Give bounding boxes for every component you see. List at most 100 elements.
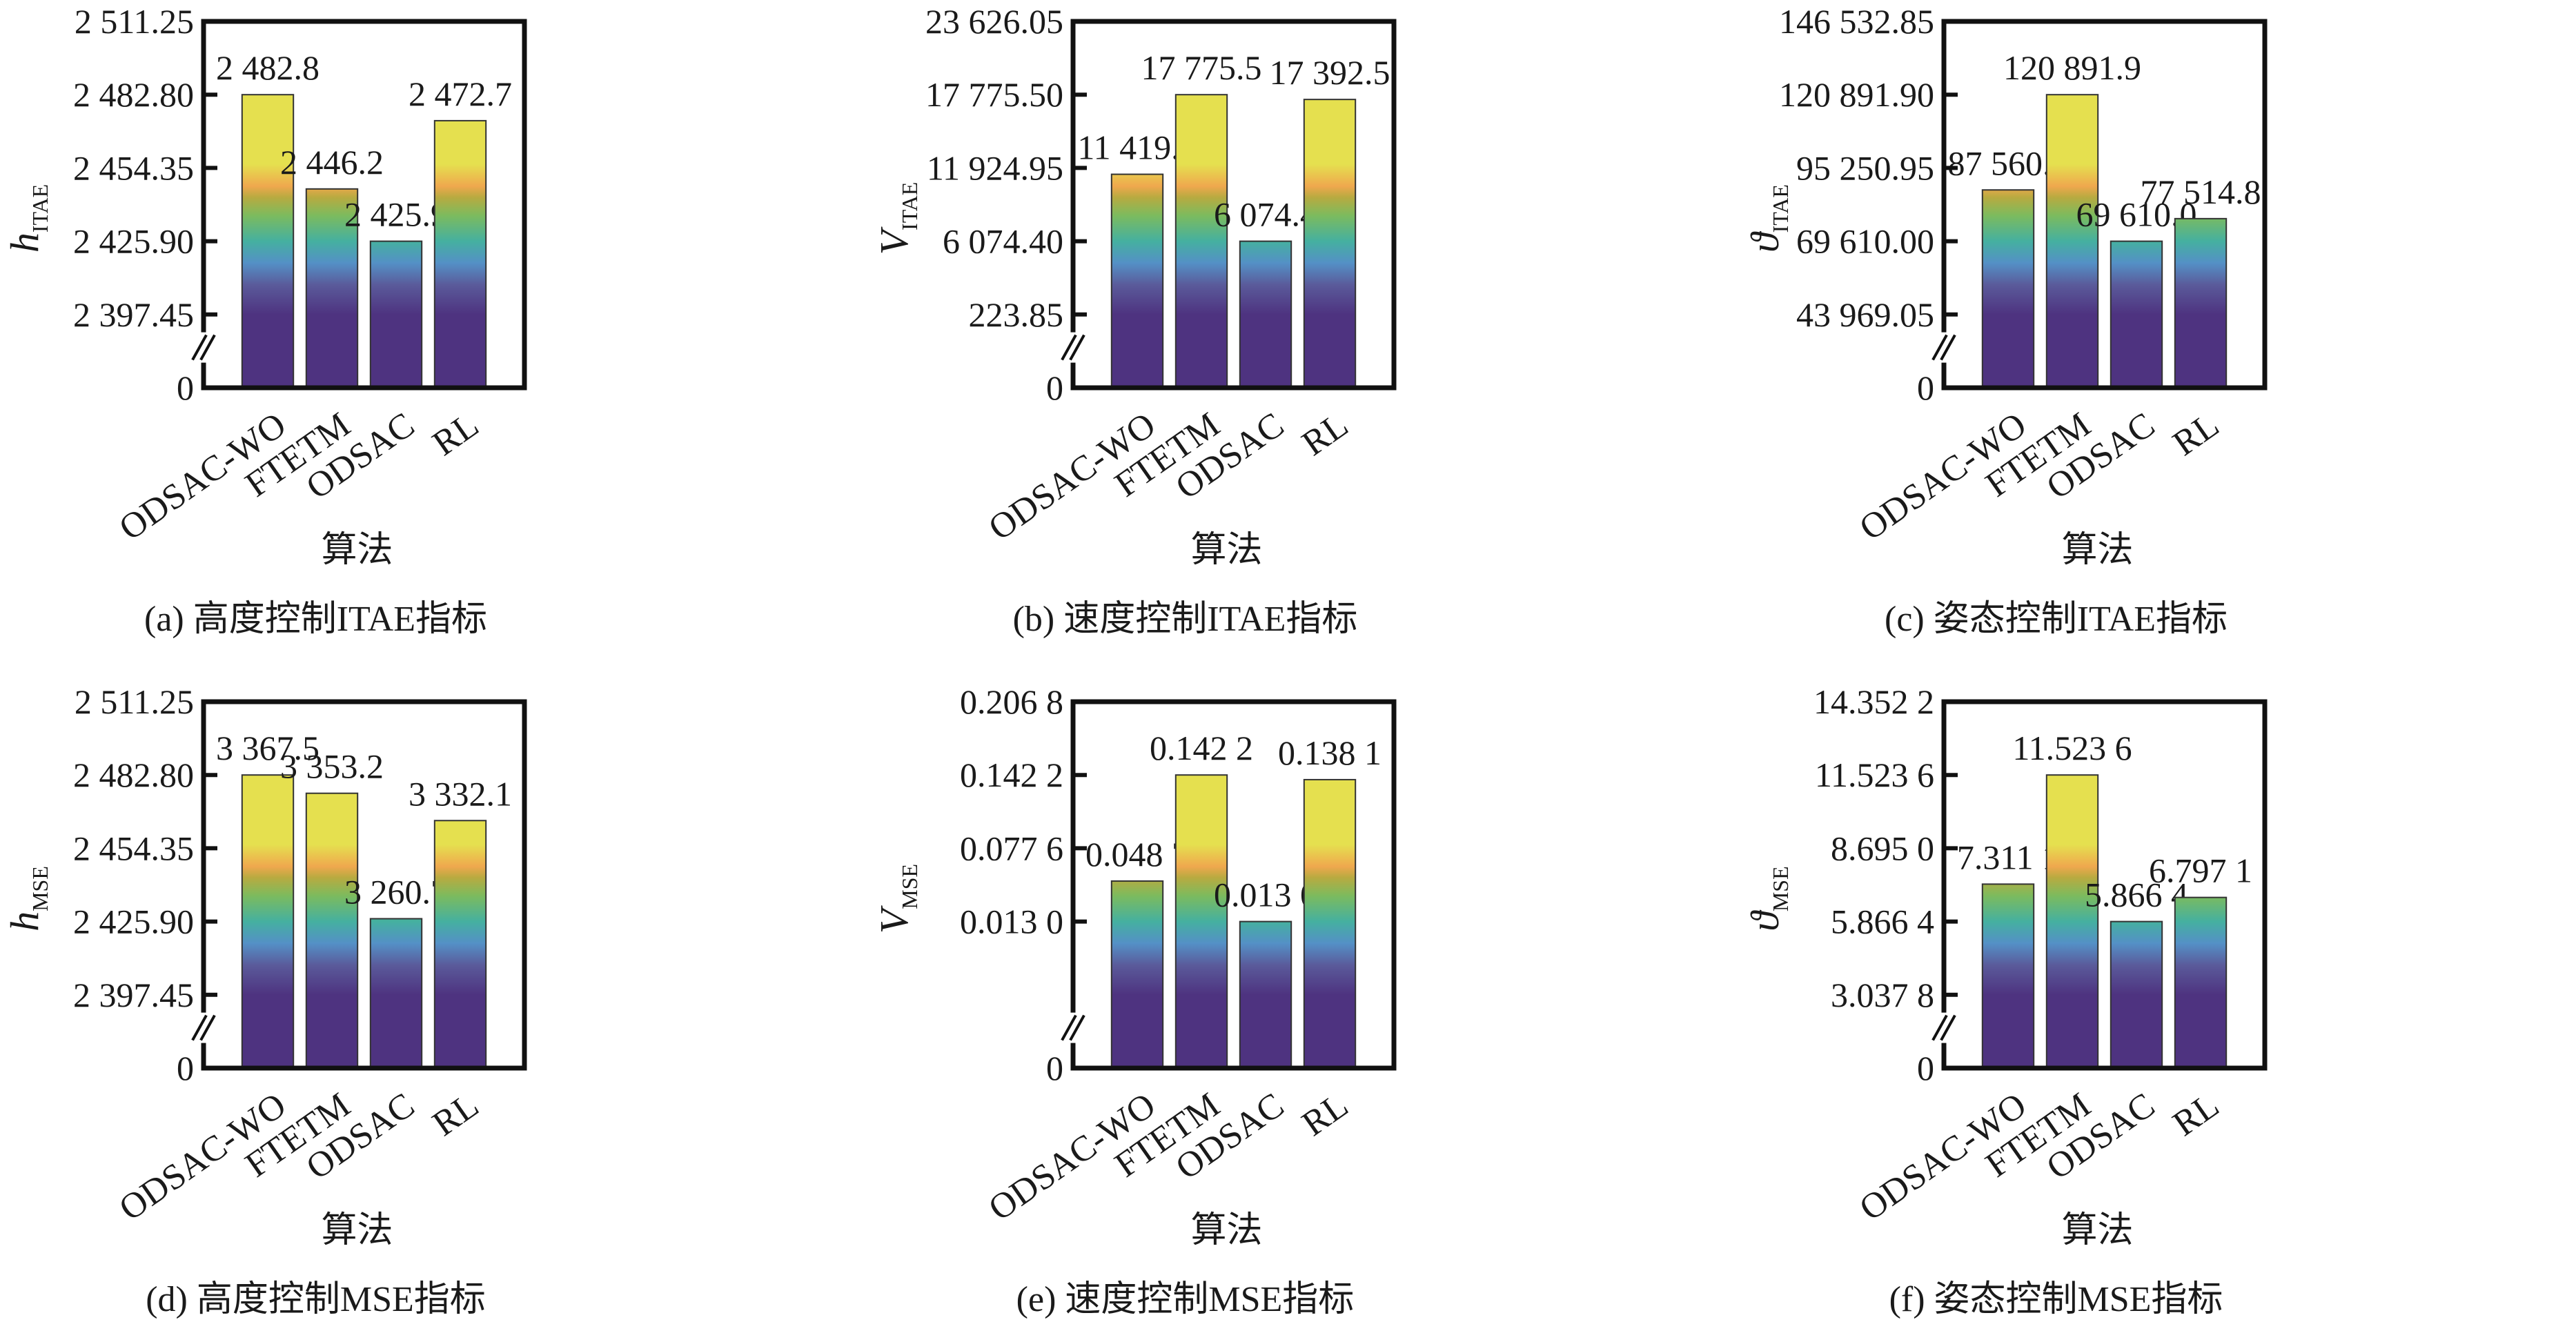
y-tick-label: 0.013 0 <box>960 902 1063 941</box>
y-tick-label: 2 511.25 <box>75 2 194 41</box>
y-tick-label: 14.352 2 <box>1813 682 1934 721</box>
y-tick-label: 0 <box>1046 368 1063 407</box>
bar-odsac-wo <box>1110 173 1164 388</box>
y-tick-label: 2 397.45 <box>73 976 194 1014</box>
axis-break-gap <box>195 332 212 363</box>
y-tick-label: 0 <box>177 1049 194 1087</box>
y-tick-label: 11.523 6 <box>1815 756 1934 794</box>
axis-break-icon <box>1069 334 1085 361</box>
bar-odsac <box>2110 920 2163 1069</box>
x-axis-label: 算法 <box>321 1211 393 1250</box>
axis-break-gap <box>1936 1012 1952 1043</box>
axis-break-icon <box>1940 1014 1956 1041</box>
y-axis-symbol: V <box>872 226 916 255</box>
bar-rl <box>1303 99 1357 388</box>
y-axis-subscript: MSE <box>897 864 922 909</box>
bar-odsac-wo <box>241 774 295 1069</box>
bar-ftetm <box>1174 774 1228 1069</box>
bar-ftetm <box>2045 774 2099 1069</box>
y-tick-label: 69 610.00 <box>1796 222 1934 261</box>
x-axis-label: 算法 <box>2061 531 2133 570</box>
y-axis-symbol: ϑ <box>1742 909 1787 931</box>
y-tick-label: 2 425.90 <box>73 902 194 941</box>
bar-ftetm <box>305 792 359 1069</box>
axis-break-icon <box>1069 1014 1085 1041</box>
y-tick-label: 8.695 0 <box>1831 829 1934 867</box>
bar-ftetm <box>2045 94 2099 388</box>
panel-caption: (e) 速度控制MSE指标 <box>1016 1280 1355 1319</box>
x-tick-label: RL <box>2166 1085 2226 1144</box>
y-tick-label: 0 <box>1046 1049 1063 1087</box>
y-axis-subscript: ITAE <box>897 182 922 230</box>
bar-value-label: 2 472.7 <box>409 75 512 113</box>
bar-value-label: 5.866 4 <box>2085 876 2188 914</box>
y-tick-label: 0.077 6 <box>960 829 1063 867</box>
bar-rl <box>1303 778 1357 1069</box>
bar-value-label: 6 074.4 <box>1214 195 1317 234</box>
bar-odsac-wo <box>1110 880 1164 1069</box>
axis-break-icon <box>1931 334 1948 361</box>
bar-value-label: 3 353.2 <box>280 747 384 786</box>
bar-value-label: 0.138 1 <box>1278 733 1382 772</box>
panel-caption: (b) 速度控制ITAE指标 <box>1013 600 1358 639</box>
axis-break-icon <box>191 1014 208 1041</box>
y-axis-label: hMSE <box>2 866 52 931</box>
bar-ftetm <box>305 188 359 388</box>
bar-odsac <box>1239 920 1292 1069</box>
x-tick-label: RL <box>1295 1085 1355 1144</box>
y-axis-subscript: ITAE <box>28 184 52 233</box>
y-tick-label: 23 626.05 <box>925 2 1063 41</box>
y-axis-subscript: MSE <box>1768 866 1793 911</box>
y-axis-label: ϑITAE <box>1742 184 1793 253</box>
bar-value-label: 0.142 2 <box>1150 729 1253 767</box>
y-tick-label: 2 482.80 <box>73 75 194 114</box>
y-axis-subscript: ITAE <box>1768 184 1793 233</box>
bar-value-label: 3 367.5 <box>216 729 319 767</box>
bar-value-label: 3 260.7 <box>344 872 448 911</box>
y-axis-label: hITAE <box>2 184 52 253</box>
bar-value-label: 3 332.1 <box>409 774 512 813</box>
bar-value-label: 2 446.2 <box>280 143 384 181</box>
x-axis-label: 算法 <box>1190 531 1262 570</box>
bar-odsac-wo <box>1981 883 2035 1069</box>
y-tick-label: 2 397.45 <box>73 295 194 334</box>
plot-frame <box>201 19 527 391</box>
bar-rl <box>2174 217 2228 388</box>
bar-value-label: 77 514.8 <box>2141 172 2261 211</box>
y-tick-label: 2 482.80 <box>73 756 194 794</box>
y-tick-label: 0.142 2 <box>960 756 1063 794</box>
bar-odsac <box>369 240 423 388</box>
bar-rl <box>433 119 487 388</box>
y-tick-label: 11 924.95 <box>927 148 1063 187</box>
bar-value-label: 120 891.9 <box>2003 48 2141 87</box>
y-tick-label: 17 775.50 <box>925 75 1063 114</box>
bar-rl <box>433 820 487 1069</box>
bar-value-label: 17 775.5 <box>1141 48 1262 87</box>
axis-break-gap <box>195 1012 212 1043</box>
x-axis-label: 算法 <box>321 531 393 570</box>
y-axis-symbol: h <box>2 911 47 931</box>
axis-break-icon <box>1061 334 1077 361</box>
y-axis-symbol: ϑ <box>1742 230 1787 253</box>
axis-break-gap <box>1065 1012 1081 1043</box>
y-tick-label: 43 969.05 <box>1796 295 1934 334</box>
x-axis-label: 算法 <box>2061 1211 2133 1250</box>
plot-frame <box>1070 19 1397 391</box>
y-tick-label: 2 425.90 <box>73 222 194 261</box>
panel-caption: (f) 姿态控制MSE指标 <box>1889 1280 2223 1319</box>
axis-break-icon <box>1061 1014 1077 1041</box>
bar-value-label: 0.048 7 <box>1085 835 1189 874</box>
y-tick-label: 146 532.85 <box>1779 2 1934 41</box>
bar-value-label: 2 425.9 <box>344 195 448 234</box>
bar-odsac <box>1239 240 1292 388</box>
bar-odsac <box>2110 240 2163 388</box>
panel-caption: (a) 高度控制ITAE指标 <box>144 600 487 639</box>
axis-break-gap <box>1065 332 1081 363</box>
bar-value-label: 0.013 0 <box>1214 876 1317 914</box>
